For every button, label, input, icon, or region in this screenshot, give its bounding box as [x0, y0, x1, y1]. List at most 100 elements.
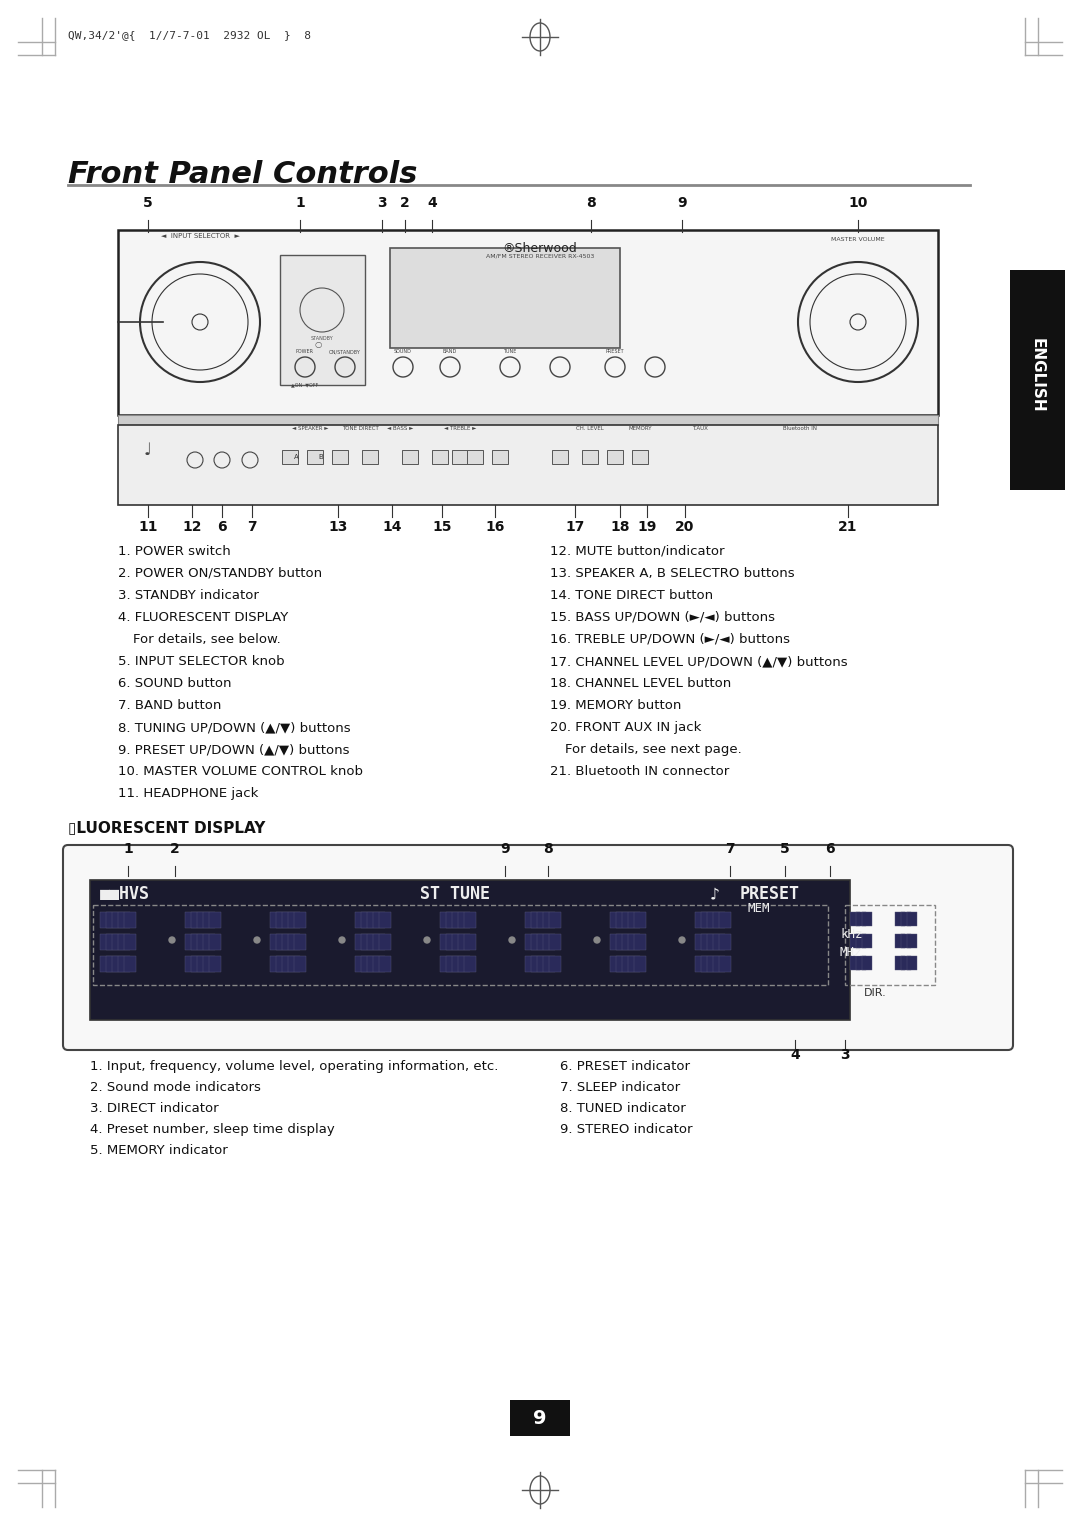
Bar — [118, 912, 130, 929]
Bar — [361, 933, 373, 950]
Bar — [582, 450, 598, 464]
Bar — [634, 933, 646, 950]
Bar — [464, 933, 476, 950]
Text: B: B — [319, 454, 323, 461]
Bar — [901, 956, 912, 970]
Text: For details, see next page.: For details, see next page. — [565, 743, 742, 756]
Bar — [610, 912, 622, 929]
Text: ◄ BASS ►: ◄ BASS ► — [387, 425, 414, 432]
Bar — [607, 450, 623, 464]
Bar — [307, 450, 323, 464]
Text: kHz: kHz — [840, 929, 863, 941]
Text: 21: 21 — [838, 520, 858, 534]
Bar — [862, 933, 872, 949]
Bar — [191, 912, 203, 929]
Bar — [118, 956, 130, 971]
Bar — [907, 956, 917, 970]
Bar — [106, 912, 118, 929]
Bar — [622, 912, 634, 929]
Text: 1: 1 — [295, 197, 305, 210]
Bar — [845, 904, 935, 985]
Text: PRESET: PRESET — [740, 884, 800, 903]
Bar — [185, 956, 197, 971]
Bar — [616, 933, 627, 950]
Bar — [537, 933, 549, 950]
Text: 20. FRONT AUX IN jack: 20. FRONT AUX IN jack — [550, 721, 701, 734]
Bar — [361, 912, 373, 929]
Text: ST TUNE: ST TUNE — [420, 884, 490, 903]
Bar — [118, 933, 130, 950]
Bar — [627, 912, 640, 929]
Bar — [907, 912, 917, 926]
Bar — [622, 956, 634, 971]
Bar — [616, 956, 627, 971]
Bar — [282, 933, 294, 950]
Text: Bluetooth IN: Bluetooth IN — [783, 425, 816, 432]
Text: 7. SLEEP indicator: 7. SLEEP indicator — [561, 1081, 680, 1093]
Bar — [118, 230, 939, 415]
Bar — [432, 450, 448, 464]
Bar — [373, 912, 384, 929]
Bar — [549, 933, 561, 950]
Bar — [440, 933, 453, 950]
Text: 14. TONE DIRECT button: 14. TONE DIRECT button — [550, 589, 713, 602]
Bar — [100, 912, 112, 929]
Circle shape — [168, 936, 175, 942]
Bar — [203, 956, 215, 971]
Bar — [458, 956, 470, 971]
Bar — [282, 912, 294, 929]
Text: AM/FM STEREO RECEIVER RX-4503: AM/FM STEREO RECEIVER RX-4503 — [486, 255, 594, 259]
Text: 19. MEMORY button: 19. MEMORY button — [550, 698, 681, 712]
Bar — [197, 912, 210, 929]
Bar — [696, 956, 707, 971]
Text: 6. SOUND button: 6. SOUND button — [118, 677, 231, 689]
Text: 1. Input, frequency, volume level, operating information, etc.: 1. Input, frequency, volume level, opera… — [90, 1060, 498, 1074]
Circle shape — [679, 936, 685, 942]
Text: 4: 4 — [427, 197, 437, 210]
Bar — [464, 956, 476, 971]
Text: ▯LUORESCENT DISPLAY: ▯LUORESCENT DISPLAY — [68, 820, 266, 836]
Bar — [361, 956, 373, 971]
Bar — [464, 912, 476, 929]
Text: 6: 6 — [825, 842, 835, 856]
Bar — [282, 956, 294, 971]
Bar — [276, 933, 288, 950]
Text: 19: 19 — [637, 520, 657, 534]
Bar — [901, 912, 912, 926]
Circle shape — [339, 936, 345, 942]
Bar — [632, 450, 648, 464]
Bar — [719, 956, 731, 971]
Circle shape — [424, 936, 430, 942]
Bar — [373, 933, 384, 950]
Bar — [850, 933, 860, 949]
Bar — [525, 933, 537, 950]
Text: CH. LEVEL: CH. LEVEL — [576, 425, 604, 432]
Text: 9. STEREO indicator: 9. STEREO indicator — [561, 1122, 692, 1136]
Text: 12. MUTE button/indicator: 12. MUTE button/indicator — [550, 544, 725, 558]
Bar — [203, 912, 215, 929]
Bar — [458, 912, 470, 929]
Bar — [118, 425, 939, 505]
Bar — [210, 912, 221, 929]
Bar — [850, 956, 860, 970]
Bar — [282, 450, 298, 464]
Bar — [895, 933, 905, 949]
Bar — [719, 933, 731, 950]
Text: 1: 1 — [123, 842, 133, 856]
Bar — [453, 933, 464, 950]
Bar — [355, 956, 367, 971]
Text: 16. TREBLE UP/DOWN (►/◄) buttons: 16. TREBLE UP/DOWN (►/◄) buttons — [550, 633, 789, 647]
Bar — [856, 933, 866, 949]
Bar — [537, 956, 549, 971]
Bar — [634, 956, 646, 971]
Bar — [850, 912, 860, 926]
Text: ■■HVS: ■■HVS — [100, 884, 150, 903]
Bar — [288, 956, 300, 971]
Bar — [719, 912, 731, 929]
Text: 10. MASTER VOLUME CONTROL knob: 10. MASTER VOLUME CONTROL knob — [118, 766, 363, 778]
Bar — [124, 933, 136, 950]
Bar — [696, 912, 707, 929]
Text: 8. TUNED indicator: 8. TUNED indicator — [561, 1103, 686, 1115]
Text: 18. CHANNEL LEVEL button: 18. CHANNEL LEVEL button — [550, 677, 731, 689]
Bar — [118, 415, 939, 425]
